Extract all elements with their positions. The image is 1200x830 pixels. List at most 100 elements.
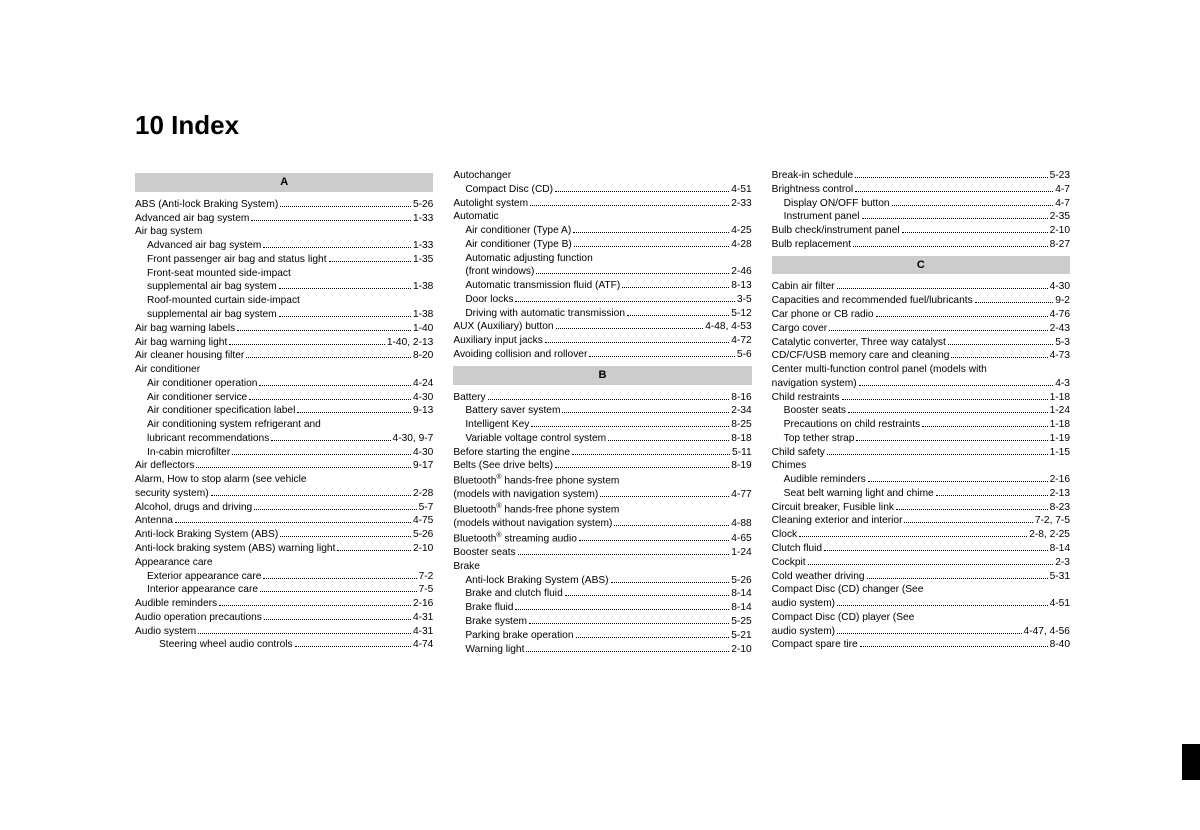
letter-header: B [453,366,751,385]
leader-dots [279,316,411,317]
entry-page: 4-7 [1055,197,1070,211]
leader-dots [827,454,1048,455]
entry-page: 1-18 [1050,418,1070,432]
entry-page: 4-51 [731,183,751,197]
entry-page: 4-25 [731,224,751,238]
leader-dots [198,633,411,634]
leader-dots [297,412,411,413]
leader-dots [614,525,729,526]
entry-label: Brake [453,560,480,574]
leader-dots [867,578,1048,579]
entry-page: 2-10 [413,542,433,556]
index-entry: Bulb check/instrument panel2-10 [772,224,1070,238]
entry-page: 4-65 [731,532,751,546]
index-entry: Autolight system2-33 [453,197,751,211]
entry-label: Brightness control [772,183,854,197]
index-entry: Antenna4-75 [135,514,433,528]
entry-label: Driving with automatic transmission [465,307,625,321]
entry-label: Bluetooth® streaming audio [453,531,577,546]
leader-dots [545,342,729,343]
entry-label: Audible reminders [784,473,866,487]
entry-label: Door locks [465,293,513,307]
index-entry: Variable voltage control system8-18 [453,432,751,446]
leader-dots [565,595,730,596]
entry-label: CD/CF/USB memory care and cleaning [772,349,950,363]
entry-page: 1-40, 2-13 [387,336,433,350]
leader-dots [837,633,1021,634]
column-3: Break-in schedule5-23Brightness control 4… [772,169,1070,656]
index-entry: Compact Disc (CD) player (See [772,611,1070,625]
entry-page: 5-31 [1050,570,1070,584]
index-entry: (models without navigation system)4-88 [453,517,751,531]
entry-label: Clutch fluid [772,542,822,556]
entry-label: Alcohol, drugs and driving [135,501,252,515]
leader-dots [280,206,411,207]
entry-page: 4-74 [413,638,433,652]
entry-label: Booster seats [453,546,515,560]
leader-dots [249,399,411,400]
entry-page: 5-26 [413,528,433,542]
index-entry: Intelligent Key8-25 [453,418,751,432]
entry-page: 4-24 [413,377,433,391]
entry-label: Battery saver system [465,404,560,418]
index-entry: Child safety1-15 [772,446,1070,460]
entry-label: Compact spare tire [772,638,858,652]
leader-dots [848,412,1048,413]
index-entry: supplemental air bag system1-38 [135,280,433,294]
entry-page: 2-16 [1050,473,1070,487]
leader-dots [856,440,1047,441]
index-entry: (models with navigation system)4-77 [453,488,751,502]
entry-label: Chimes [772,459,807,473]
entry-label: Autochanger [453,169,511,183]
entry-label: Brake fluid [465,601,513,615]
leader-dots [329,261,411,262]
entry-page: 4-30 [1050,280,1070,294]
entry-page: 5-12 [731,307,751,321]
entry-label: Automatic transmission fluid (ATF) [465,279,620,293]
leader-dots [573,232,729,233]
entry-label: Interior appearance care [147,583,258,597]
leader-dots [799,536,1027,537]
entry-page: 1-33 [413,239,433,253]
entry-label: navigation system) [772,377,857,391]
entry-label: Advanced air bag system [135,212,249,226]
entry-page: 8-14 [731,587,751,601]
entry-page: 7-5 [419,583,434,597]
index-entry: Battery saver system2-34 [453,404,751,418]
entry-label: Clock [772,528,797,542]
index-entry: Brake and clutch fluid8-14 [453,587,751,601]
leader-dots [574,246,729,247]
entry-page: 9-17 [413,459,433,473]
entry-label: Instrument panel [784,210,860,224]
entry-label: Anti-lock braking system (ABS) warning l… [135,542,335,556]
entry-page: 3-5 [737,293,752,307]
leader-dots [518,554,730,555]
entry-label: Compact Disc (CD) player (See [772,611,915,625]
leader-dots [589,356,735,357]
entry-label: Bulb check/instrument panel [772,224,900,238]
entry-page: 4-77 [731,488,751,502]
entry-page: 2-46 [731,265,751,279]
entry-page: 4-48, 4-53 [705,320,751,334]
entry-label: Display ON/OFF button [784,197,890,211]
entry-page: 2-3 [1055,556,1070,570]
letter-header: A [135,173,433,192]
index-entry: Parking brake operation5-21 [453,629,751,643]
entry-page: 4-7 [1055,183,1070,197]
leader-dots [824,550,1048,551]
entry-label: Air conditioning system refrigerant and [147,418,321,432]
leader-dots [951,357,1047,358]
entry-page: 4-72 [731,334,751,348]
entry-page: 1-38 [413,280,433,294]
entry-label: Air deflectors [135,459,194,473]
entry-label: Automatic [453,210,498,224]
index-entry: Brake fluid8-14 [453,601,751,615]
leader-dots [263,247,411,248]
leader-dots [515,301,734,302]
leader-dots [536,273,729,274]
entry-label: Exterior appearance care [147,570,261,584]
index-entry: Break-in schedule5-23 [772,169,1070,183]
letter-header: C [772,256,1070,275]
leader-dots [555,467,729,468]
index-entry: Roof-mounted curtain side-impact [135,294,433,308]
